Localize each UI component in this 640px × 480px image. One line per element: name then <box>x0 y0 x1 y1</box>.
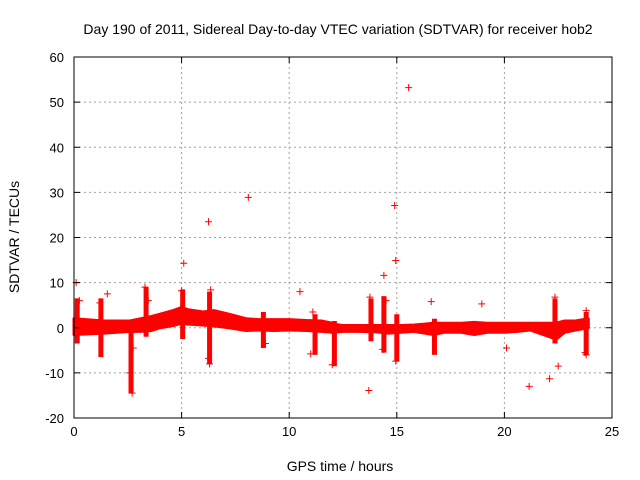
data-point <box>365 386 373 394</box>
data-spikes <box>74 287 589 394</box>
data-point <box>380 271 388 279</box>
x-tick-label: 10 <box>282 424 296 439</box>
y-tick-label: -20 <box>45 411 64 426</box>
data-point <box>551 293 559 301</box>
data-point <box>128 389 136 397</box>
y-tick-label: 30 <box>50 185 64 200</box>
data-point <box>392 257 400 265</box>
data-point <box>296 288 304 296</box>
data-point <box>205 218 212 226</box>
x-tick-label: 15 <box>390 424 404 439</box>
chart-title: Day 190 of 2011, Sidereal Day-to-day VTE… <box>83 21 592 37</box>
data-point <box>582 351 590 359</box>
y-tick-label: 50 <box>50 95 64 110</box>
data-point <box>382 297 390 305</box>
data-point <box>503 344 511 352</box>
data-point <box>244 193 252 201</box>
data-point <box>103 290 111 298</box>
data-point <box>328 361 336 369</box>
data-point <box>379 345 387 353</box>
data-point <box>262 340 270 348</box>
x-tick-label: 0 <box>70 424 77 439</box>
axis-ticks <box>73 56 613 419</box>
y-tick-label: 10 <box>50 276 64 291</box>
data-point <box>478 300 486 308</box>
data-point <box>525 382 533 390</box>
data-point <box>554 362 562 370</box>
data-point <box>427 298 435 306</box>
data-point <box>391 201 399 209</box>
grid <box>74 57 612 418</box>
data-point <box>75 297 83 305</box>
data-point <box>178 287 186 295</box>
x-tick-label: 25 <box>605 424 619 439</box>
axis-tick-labels: 0 5 10 15 20 25 -20 -10 0 10 20 30 40 50 60 <box>45 50 619 439</box>
data-point <box>546 375 554 383</box>
data-point <box>309 308 317 316</box>
data-point <box>366 293 374 301</box>
y-tick-label: 60 <box>50 50 64 65</box>
y-tick-label: 20 <box>50 231 64 246</box>
data-point <box>96 299 104 307</box>
data-point <box>144 297 152 305</box>
data-point <box>206 360 214 368</box>
data-point <box>180 259 188 267</box>
data-point <box>141 283 149 291</box>
data-point <box>207 286 215 294</box>
data-point <box>405 84 413 92</box>
data-point <box>126 369 134 377</box>
data-point <box>392 357 400 365</box>
y-tick-label: 0 <box>57 321 64 336</box>
y-axis-label: SDTVAR / TECUs <box>6 181 22 293</box>
data-point <box>307 350 315 358</box>
x-tick-label: 20 <box>497 424 511 439</box>
data-point <box>205 354 212 362</box>
y-tick-label: -10 <box>45 366 64 381</box>
y-tick-label: 40 <box>50 140 64 155</box>
x-axis-label: GPS time / hours <box>287 458 394 474</box>
data-point <box>129 344 137 352</box>
data-point <box>582 307 590 315</box>
x-tick-label: 5 <box>178 424 185 439</box>
